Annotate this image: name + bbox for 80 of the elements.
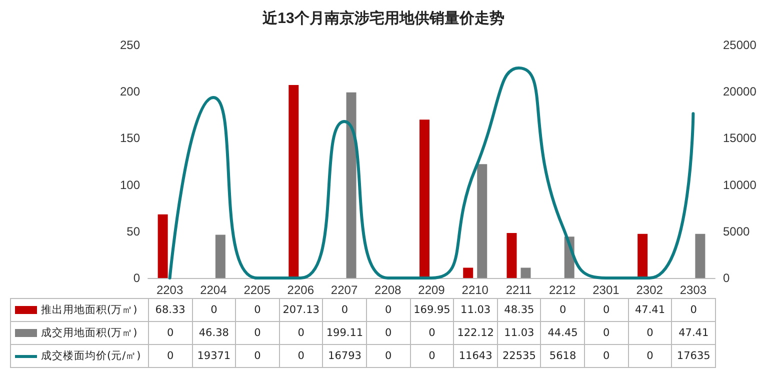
data-label: 0 [366, 322, 410, 344]
data-label: 0 [322, 298, 367, 322]
y2-tick-label: 5000 [723, 224, 750, 238]
x-tick-label: 2212 [548, 283, 576, 297]
bar [158, 214, 168, 278]
data-label: 0 [148, 322, 192, 344]
data-label: 47.41 [672, 322, 716, 344]
data-label: 0 [279, 344, 323, 368]
data-label: 0 [236, 322, 280, 344]
chart-title: 近13个月南京涉宅用地供销量价走势 [262, 9, 504, 27]
data-label: 46.38 [192, 322, 236, 344]
x-tick-label: 2302 [636, 283, 664, 297]
data-label: 169.95 [410, 298, 454, 322]
bar [695, 234, 706, 278]
x-tick-label: 2210 [462, 283, 489, 297]
data-label: 0 [236, 344, 280, 368]
bar [477, 164, 488, 278]
data-label: 122.12 [454, 322, 498, 344]
data-label: 199.11 [322, 322, 367, 344]
data-label: 47.41 [628, 298, 672, 322]
x-tick-label: 2205 [244, 283, 271, 297]
data-label: 0 [148, 344, 192, 368]
legend-label: 成交用地面积(万㎡) [41, 327, 138, 339]
data-label: 0 [540, 298, 585, 322]
data-label: 22535 [497, 344, 541, 368]
data-label: 0 [628, 344, 672, 368]
x-tick-label: 2208 [374, 283, 402, 297]
x-tick-label: 2206 [287, 283, 314, 297]
data-label: 11.03 [454, 298, 498, 322]
data-label: 11643 [454, 344, 498, 368]
y-tick-label: 200 [120, 84, 140, 99]
data-label: 0 [410, 322, 454, 344]
data-label: 0 [236, 298, 280, 322]
y2-tick-label: 20000 [723, 84, 757, 99]
y2-tick-label: 0 [723, 271, 730, 285]
x-tick-label: 2301 [592, 283, 620, 297]
y2-tick-label: 25000 [723, 38, 757, 52]
bar [520, 268, 531, 278]
legend-label: 推出用地面积(万㎡) [41, 304, 138, 316]
x-tick-label: 2209 [418, 283, 446, 297]
bar [288, 84, 299, 278]
data-label: 0 [672, 298, 716, 322]
x-tick-label: 2203 [156, 283, 184, 297]
y2-tick-label: 10000 [723, 178, 757, 192]
x-tick-label: 2303 [680, 283, 707, 297]
data-label: 68.33 [148, 298, 192, 322]
data-label: 0 [279, 322, 323, 344]
bar [638, 234, 648, 278]
data-label: 44.45 [540, 322, 585, 344]
bar [463, 268, 474, 278]
y-tick-label: 50 [126, 224, 140, 238]
bar [420, 120, 430, 278]
data-label: 48.35 [497, 298, 541, 322]
y-tick-label: 150 [120, 131, 140, 146]
data-label: 0 [192, 298, 236, 322]
data-label: 0 [584, 298, 628, 322]
y2-tick-label: 15000 [723, 131, 757, 146]
data-label: 11.03 [497, 322, 541, 344]
data-label: 0 [628, 322, 672, 344]
data-label: 207.13 [279, 298, 323, 322]
data-label: 17635 [672, 344, 716, 368]
y-tick-label: 250 [120, 38, 140, 52]
data-label: 0 [584, 322, 628, 344]
bar [346, 92, 356, 278]
y-tick-label: 0 [133, 271, 140, 285]
data-label: 19371 [192, 344, 236, 368]
legend-label: 成交楼面均价(元/㎡) [41, 350, 141, 362]
x-tick-label: 2204 [200, 283, 228, 297]
data-label: 0 [366, 344, 410, 368]
line-series [168, 66, 695, 280]
bar [215, 234, 226, 278]
y-tick-label: 100 [120, 178, 140, 192]
data-label: 16793 [322, 344, 367, 368]
bar [506, 232, 517, 278]
data-label: 5618 [540, 344, 585, 368]
data-label: 0 [366, 298, 410, 322]
data-label: 0 [584, 344, 628, 368]
x-tick-label: 2207 [330, 283, 358, 297]
x-tick-label: 2211 [506, 283, 532, 297]
data-label: 0 [410, 344, 454, 368]
